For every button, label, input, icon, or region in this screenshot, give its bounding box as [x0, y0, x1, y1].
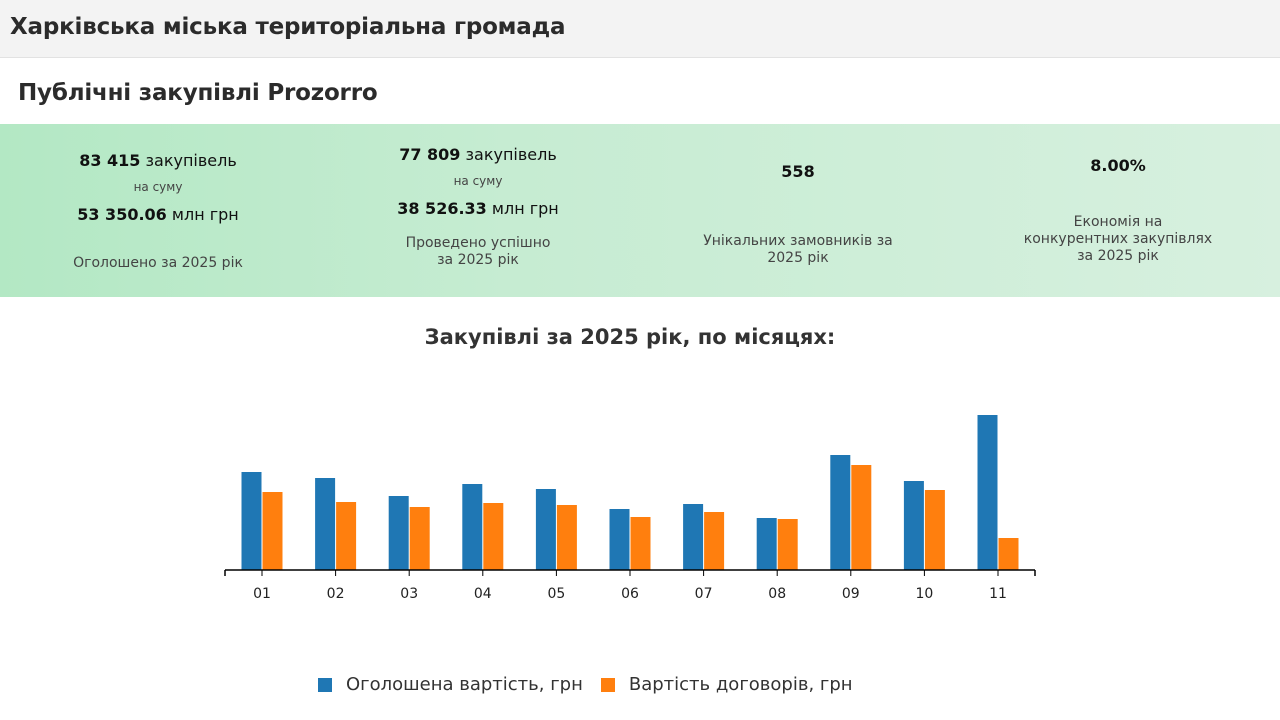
monthly-bar-chart: 01 02 03 04 05 06 07 08 09 10 11 — [224, 415, 1036, 602]
x-tick-label-10: 10 — [915, 586, 933, 602]
stats-banner: 83 415 закупівель на суму 53 350.06 млн … — [0, 124, 1280, 297]
stat-unique-buyers-caption-1: Унікальних замовників за — [703, 233, 893, 249]
legend-label-contracts: Вартість договорів, грн — [628, 674, 853, 695]
stat-savings-caption-1: Економія на — [1073, 214, 1163, 230]
page-title: Харківська міська територіальна громада — [10, 14, 566, 40]
stat-unique-buyers-value: 558 — [781, 162, 815, 181]
legend-item-contracts[interactable]: Вартість договорів, грн — [600, 674, 853, 695]
stat-announced-count-unit: закупівель — [145, 151, 237, 170]
stat-savings-caption-2: конкурентних закупівлях — [1023, 231, 1213, 247]
x-tick-label-01: 01 — [253, 586, 271, 602]
legend-item-announced[interactable]: Оголошена вартість, грн — [318, 674, 583, 695]
stat-completed-sum-label: на суму — [453, 174, 503, 188]
bar-announced-11 — [977, 415, 998, 570]
bar-announced-04 — [462, 484, 483, 570]
stat-completed-count: 77 809 — [399, 145, 461, 164]
bar-announced-07 — [683, 504, 704, 570]
bar-contracts-10 — [924, 490, 945, 570]
x-tick-label-06: 06 — [621, 586, 639, 602]
stat-announced-count-line: 83 415 закупівель — [10, 151, 306, 170]
legend-label-announced: Оголошена вартість, грн — [346, 674, 583, 695]
x-tick-label-04: 04 — [474, 586, 492, 602]
bar-contracts-05 — [556, 505, 577, 570]
bar-announced-05 — [535, 489, 556, 570]
stat-announced-amount-line: 53 350.06 млн грн — [10, 205, 306, 224]
bar-contracts-03 — [409, 507, 430, 570]
legend-swatch-announced — [318, 677, 332, 692]
bar-announced-02 — [315, 478, 336, 570]
stat-savings: 8.00% Економія на конкурентних закупівля… — [970, 124, 1266, 297]
stat-unique-buyers-caption-2: 2025 рік — [767, 250, 829, 266]
app-header: Харківська міська територіальна громада — [0, 0, 1280, 58]
x-tick-label-05: 05 — [547, 586, 565, 602]
bar-contracts-08 — [777, 519, 798, 570]
bar-contracts-11 — [998, 538, 1019, 570]
bar-announced-03 — [388, 496, 409, 570]
stat-savings-value: 8.00% — [1090, 156, 1146, 175]
stat-completed-amount-line: 38 526.33 млн грн — [330, 199, 626, 218]
x-tick-label-11: 11 — [989, 586, 1007, 602]
bar-announced-08 — [756, 518, 777, 570]
stat-completed-caption-2: за 2025 рік — [437, 252, 519, 268]
x-tick-label-03: 03 — [400, 586, 418, 602]
stat-completed-count-line: 77 809 закупівель — [330, 145, 626, 164]
bar-announced-10 — [903, 481, 924, 570]
stat-completed-amount-unit: млн грн — [491, 199, 559, 218]
stat-announced-amount: 53 350.06 — [77, 205, 167, 224]
stat-completed-amount: 38 526.33 — [397, 199, 487, 218]
bar-contracts-06 — [630, 517, 651, 570]
bar-contracts-09 — [851, 465, 872, 570]
bar-announced-09 — [830, 455, 851, 570]
stat-completed: 77 809 закупівель на суму 38 526.33 млн … — [330, 124, 626, 297]
bar-announced-06 — [609, 509, 630, 570]
bar-announced-01 — [241, 472, 262, 570]
chart-legend: Оголошена вартість, грн Вартість договор… — [318, 674, 871, 695]
x-tick-label-09: 09 — [842, 586, 860, 602]
x-tick-label-02: 02 — [327, 586, 345, 602]
legend-swatch-contracts — [600, 677, 615, 692]
chart-title: Закупівлі за 2025 рік, по місяцях: — [424, 325, 836, 349]
stat-announced-amount-unit: млн грн — [171, 205, 239, 224]
stat-announced-caption: Оголошено за 2025 рік — [73, 255, 243, 271]
stat-unique-buyers: 558 Унікальних замовників за 2025 рік — [650, 124, 946, 297]
bar-contracts-04 — [483, 503, 504, 570]
x-tick-label-08: 08 — [768, 586, 786, 602]
stat-announced: 83 415 закупівель на суму 53 350.06 млн … — [10, 124, 306, 297]
section-title: Публічні закупівлі Prozorro — [18, 80, 378, 106]
x-tick-label-07: 07 — [695, 586, 713, 602]
stat-completed-caption-1: Проведено успішно — [405, 235, 551, 251]
stat-savings-caption-3: за 2025 рік — [1077, 248, 1159, 264]
stat-completed-count-unit: закупівель — [465, 145, 557, 164]
bar-contracts-02 — [336, 502, 357, 570]
stat-announced-sum-label: на суму — [133, 180, 183, 194]
stat-announced-count: 83 415 — [79, 151, 141, 170]
bar-contracts-01 — [262, 492, 283, 570]
bar-contracts-07 — [704, 512, 725, 570]
